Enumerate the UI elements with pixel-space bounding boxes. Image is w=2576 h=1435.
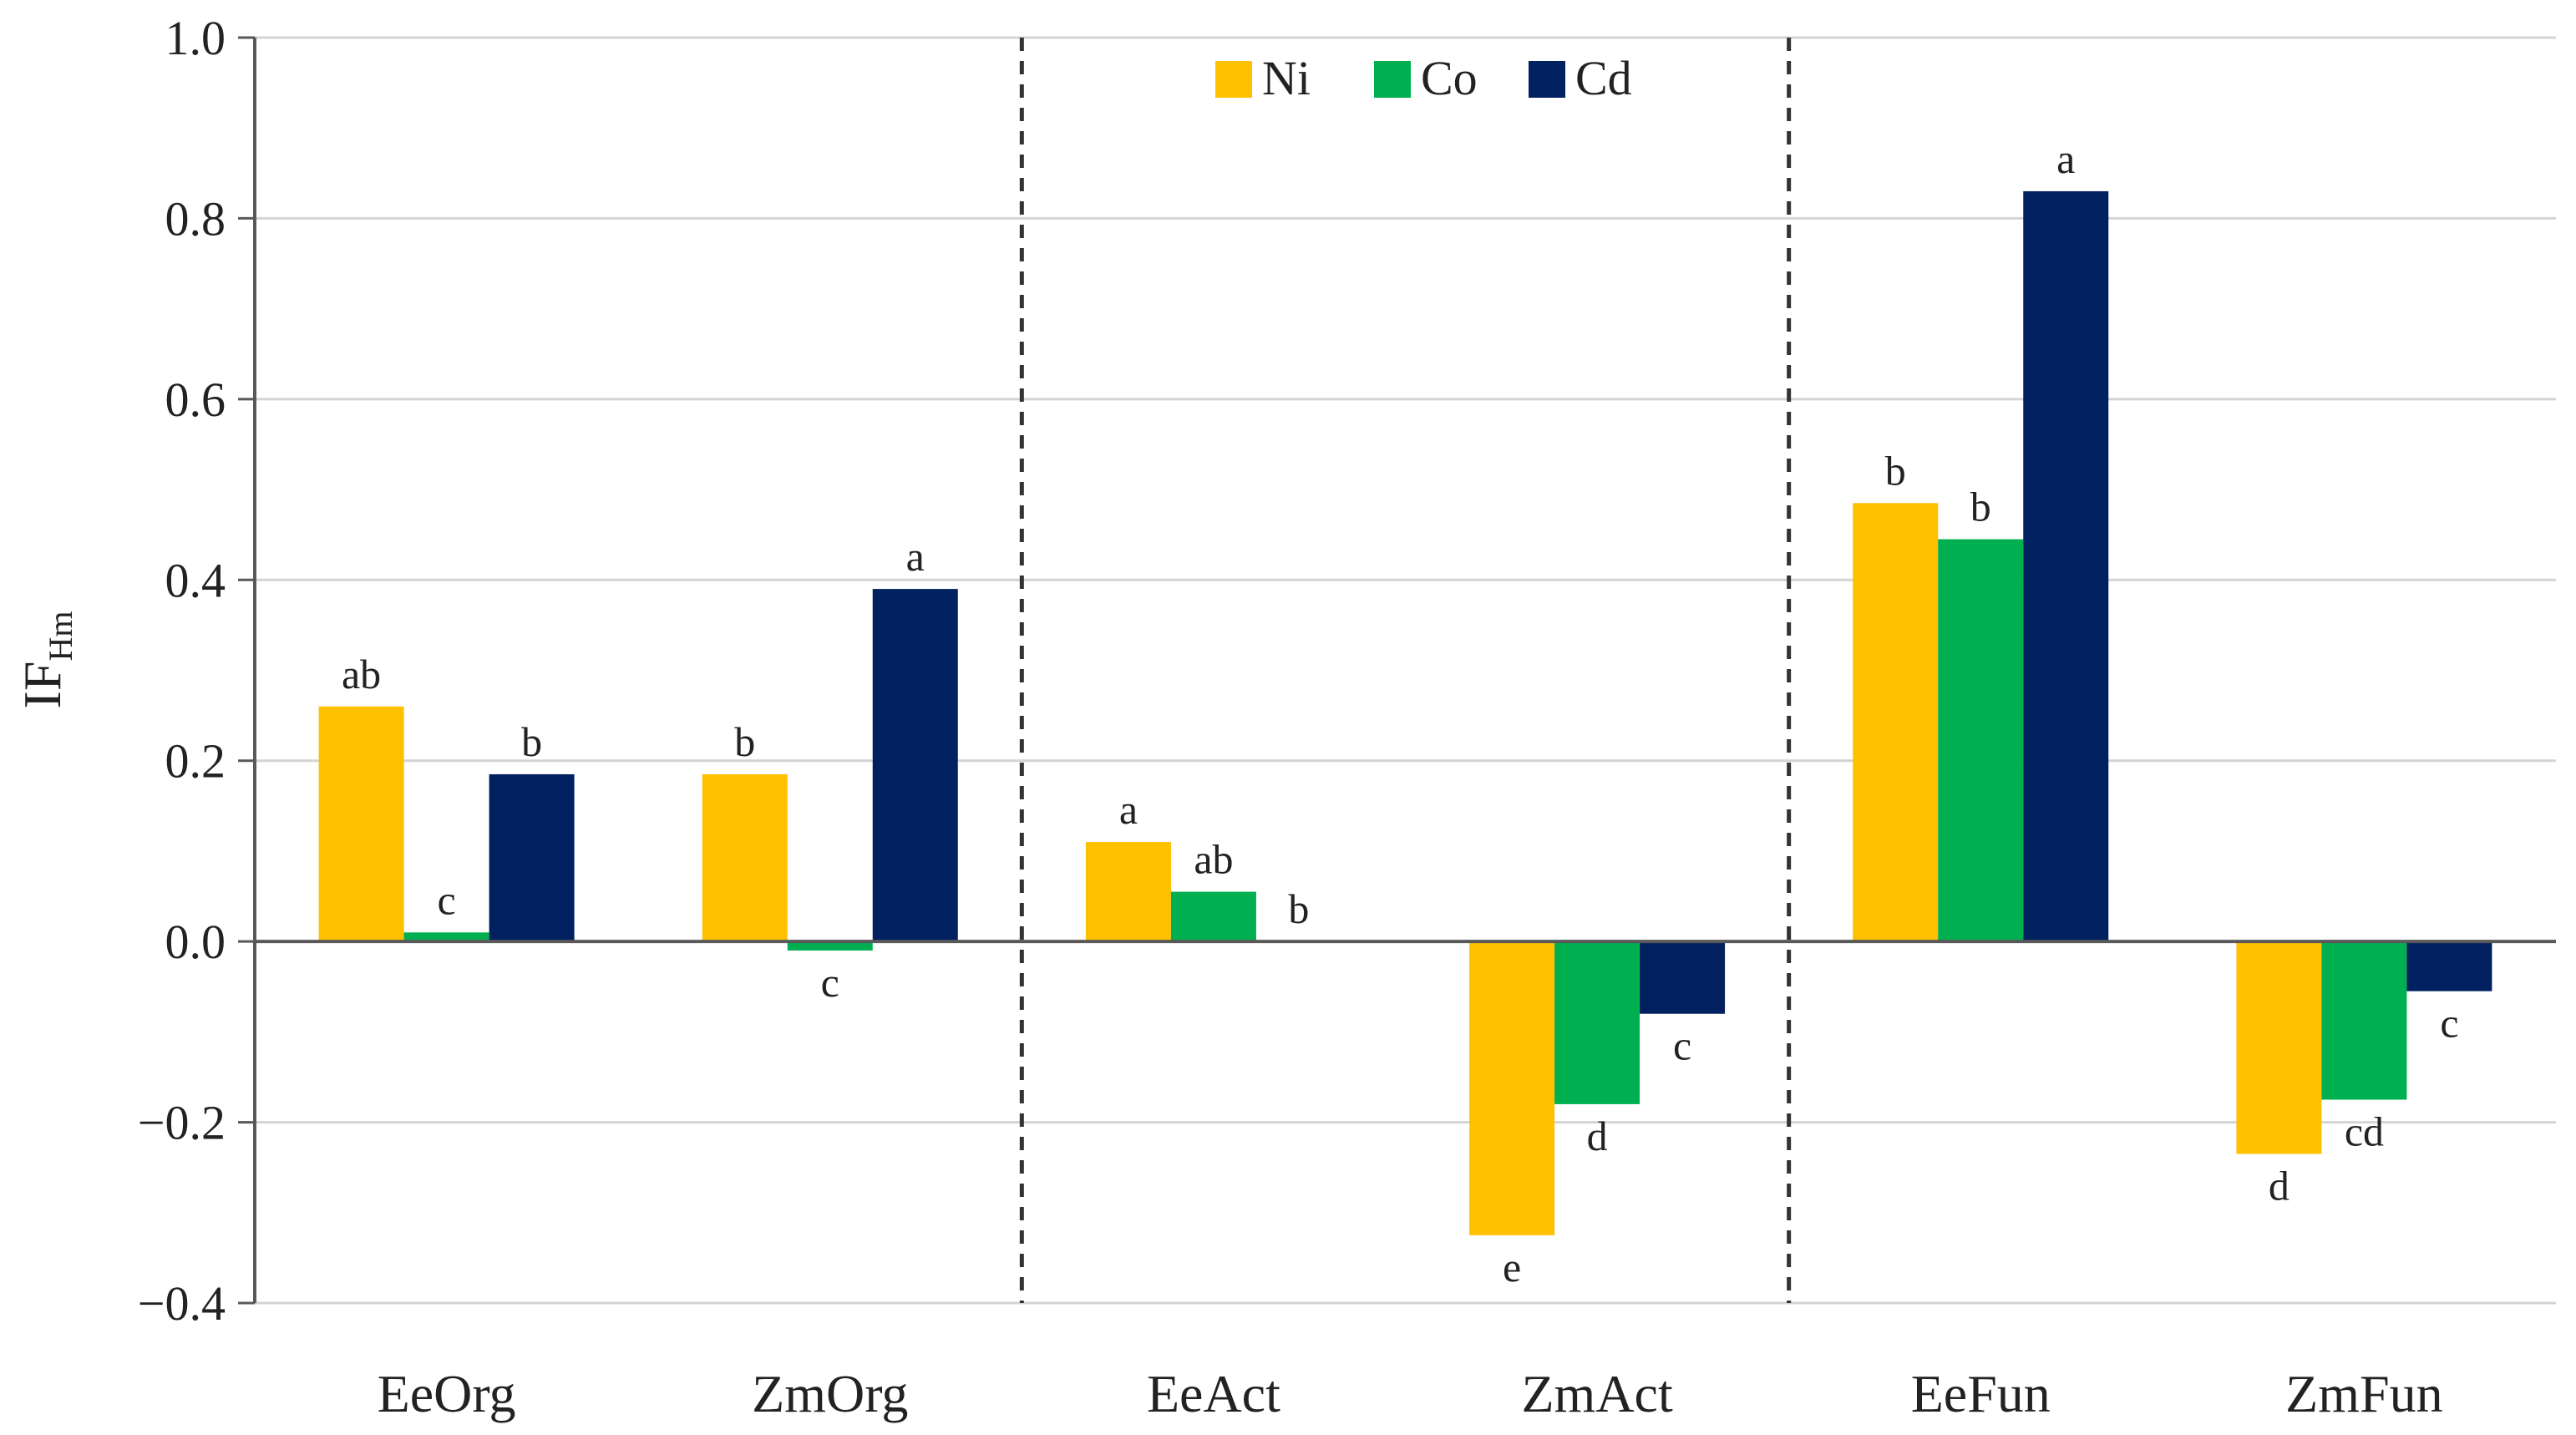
x-tick-label: ZmFun xyxy=(2285,1364,2442,1423)
bar-ni-zmfun xyxy=(2236,941,2322,1154)
x-tick-label: EeOrg xyxy=(378,1364,516,1423)
bar-label: ab xyxy=(342,651,381,697)
bar-label: b xyxy=(521,718,542,765)
legend-label-co: Co xyxy=(1421,51,1478,105)
bars xyxy=(318,190,2492,1235)
bar-label: a xyxy=(2056,135,2075,182)
bar-label: cd xyxy=(2345,1108,2384,1155)
y-tick-label: 0.8 xyxy=(165,191,226,246)
x-axis-ticks: EeOrg ZmOrg EeAct ZmAct EeFun ZmFun xyxy=(378,1364,2443,1423)
bar-co-eefun xyxy=(1938,539,2024,942)
bar-label: b xyxy=(734,718,755,765)
bar-cd-zmfun xyxy=(2406,941,2492,991)
y-axis-title: IFHm xyxy=(13,611,79,709)
x-tick-label: EeAct xyxy=(1147,1364,1280,1423)
legend-swatch-ni xyxy=(1215,61,1252,98)
bar-label: c xyxy=(2440,1000,2458,1047)
legend: Ni Co Cd xyxy=(1215,51,1632,105)
bar-label: a xyxy=(906,533,925,580)
gridlines xyxy=(238,36,2556,1305)
bar-ni-eefun xyxy=(1853,503,1939,942)
y-tick-label: 0.2 xyxy=(165,734,226,788)
y-tick-label: −0.4 xyxy=(138,1276,226,1331)
y-tick-label: 0.6 xyxy=(165,373,226,427)
x-tick-label: ZmOrg xyxy=(752,1364,908,1423)
bar-label: a xyxy=(1119,786,1138,833)
y-axis-ticks: 1.0 0.8 0.6 0.4 0.2 0.0 −0.2 −0.4 xyxy=(138,11,226,1331)
bar-label: c xyxy=(437,876,455,923)
bar-cd-eeorg xyxy=(489,773,575,942)
bar-ni-eeact xyxy=(1085,842,1171,942)
bar-co-zmfun xyxy=(2321,941,2407,1100)
bar-labels: ab c b b c a a ab b e d c b b a d cd c xyxy=(342,135,2459,1290)
x-tick-label: ZmAct xyxy=(1521,1364,1673,1423)
bar-co-eeact xyxy=(1170,891,1256,942)
bar-label: b xyxy=(1970,484,1991,530)
bar-label: d xyxy=(1587,1113,1608,1159)
bar-label: e xyxy=(1503,1244,1521,1290)
y-tick-label: 1.0 xyxy=(165,11,226,65)
bar-label: b xyxy=(1885,447,1906,494)
y-tick-label: 0.4 xyxy=(165,553,226,607)
bar-ni-zmorg xyxy=(702,773,788,942)
x-tick-label: EeFun xyxy=(1911,1364,2051,1423)
bar-cd-zmorg xyxy=(872,589,958,942)
y-tick-label: −0.2 xyxy=(138,1096,226,1150)
y-tick-label: 0.0 xyxy=(165,915,226,969)
group-separators xyxy=(1019,38,1792,1303)
bar-label: ab xyxy=(1194,836,1233,883)
bar-ni-eeorg xyxy=(318,706,404,942)
legend-swatch-co xyxy=(1374,61,1411,98)
bar-co-zmorg xyxy=(787,941,873,951)
legend-label-cd: Cd xyxy=(1575,51,1632,105)
bar-label: c xyxy=(1673,1022,1691,1069)
bar-label: b xyxy=(1288,885,1309,932)
legend-label-ni: Ni xyxy=(1262,51,1311,105)
bar-label: d xyxy=(2269,1162,2289,1209)
bar-cd-zmact xyxy=(1640,941,1726,1014)
bar-cd-eefun xyxy=(2023,190,2109,942)
bar-co-eeorg xyxy=(403,932,489,942)
bar-co-zmact xyxy=(1554,941,1640,1104)
y-axis-title-subscript: Hm xyxy=(42,611,79,662)
bar-label: c xyxy=(821,959,839,1006)
legend-swatch-cd xyxy=(1529,61,1565,98)
bar-ni-zmact xyxy=(1469,941,1555,1235)
y-axis-title-main: IF xyxy=(13,662,72,709)
